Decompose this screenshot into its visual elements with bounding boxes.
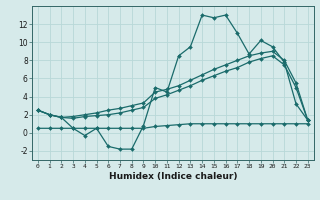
X-axis label: Humidex (Indice chaleur): Humidex (Indice chaleur): [108, 172, 237, 181]
